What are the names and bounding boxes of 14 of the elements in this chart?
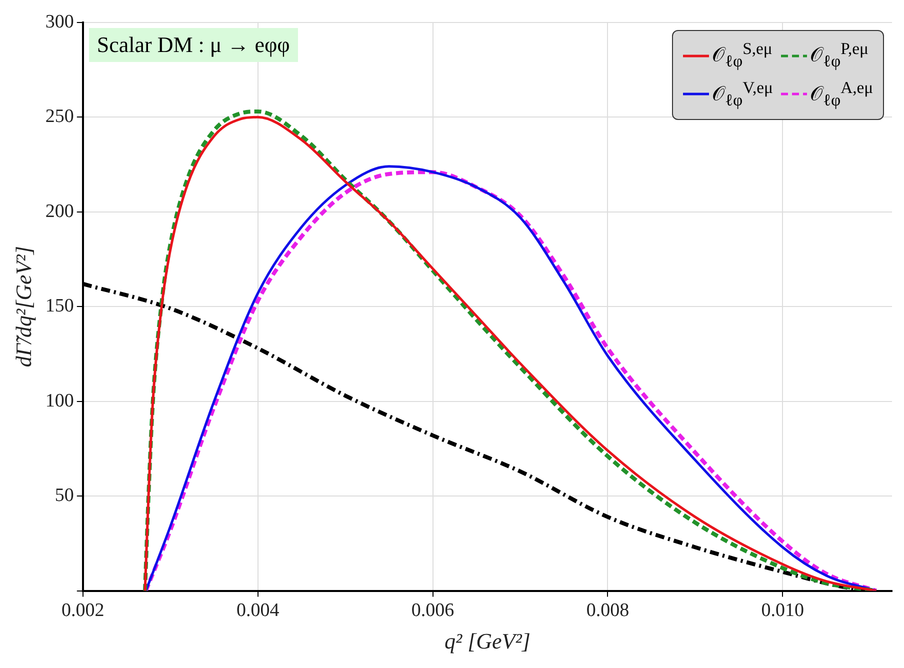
y-tick-label: 250 — [45, 106, 74, 128]
y-axis-title: dΓ̃/dq²[GeV²] — [10, 246, 36, 368]
annotation: Scalar DM : μ → eφφ — [96, 32, 290, 58]
x-tick-label: 0.006 — [411, 600, 454, 622]
x-tick-label: 0.010 — [761, 600, 804, 622]
y-tick-label: 200 — [45, 200, 74, 222]
y-tick-label: 100 — [45, 390, 74, 412]
x-tick-label: 0.002 — [62, 600, 104, 622]
x-tick-label: 0.008 — [586, 600, 630, 622]
x-tick-label: 0.004 — [236, 600, 280, 622]
y-tick-label: 50 — [54, 485, 74, 506]
x-axis-title: q² [GeV²] — [444, 628, 530, 654]
y-tick-label: 150 — [45, 296, 74, 317]
y-tick-label: 300 — [45, 11, 74, 32]
